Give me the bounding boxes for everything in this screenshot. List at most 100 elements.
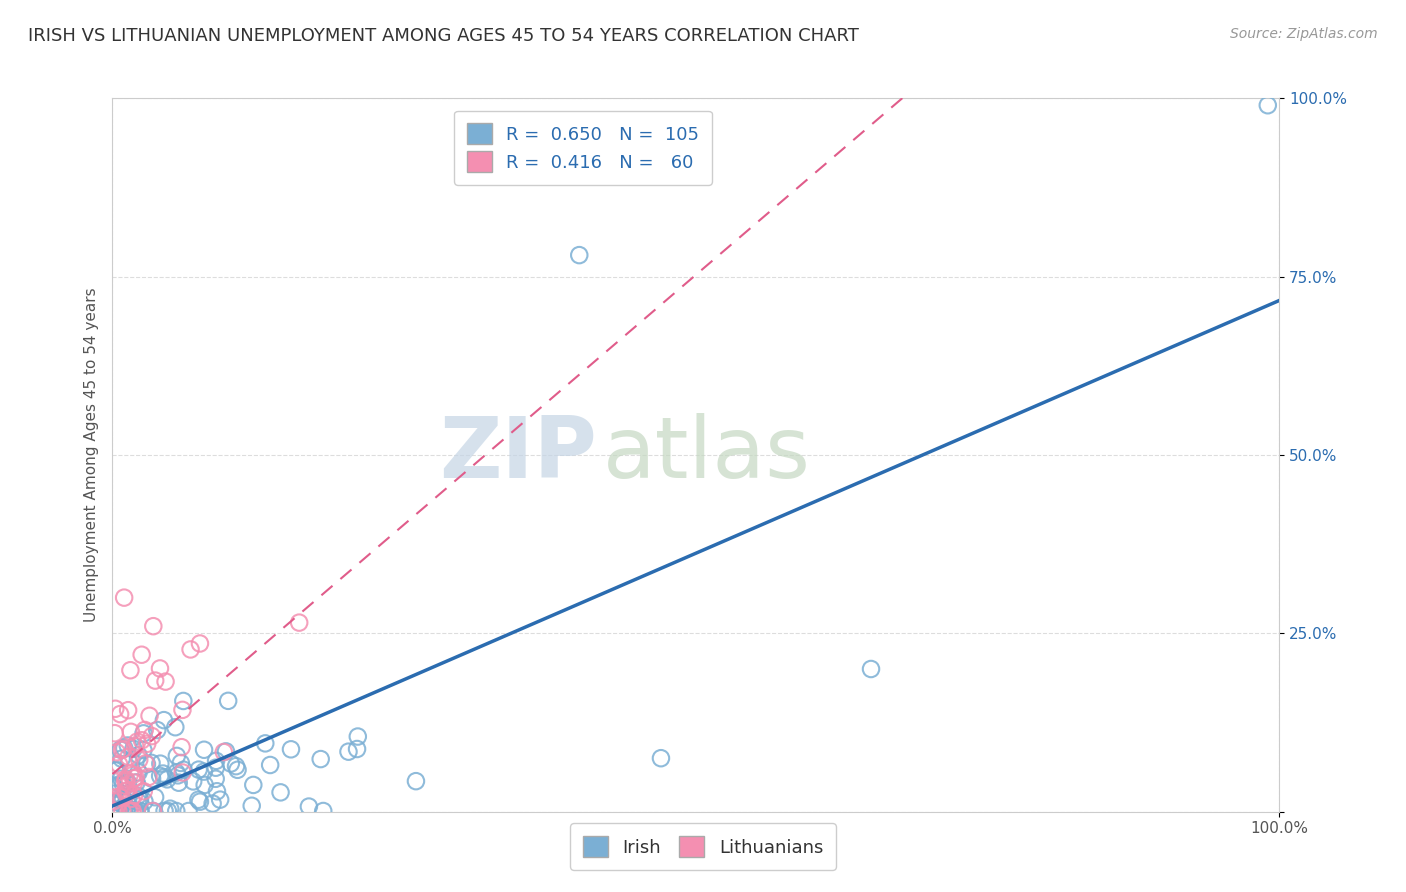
- Point: [165, 804, 187, 818]
- Point: [122, 771, 145, 785]
- Point: [188, 795, 211, 809]
- Point: [173, 763, 195, 777]
- Point: [298, 799, 321, 814]
- Point: [860, 662, 883, 676]
- Point: [124, 804, 146, 818]
- Point: [142, 804, 165, 818]
- Point: [124, 771, 146, 785]
- Point: [204, 772, 226, 786]
- Point: [193, 764, 215, 779]
- Point: [201, 797, 224, 811]
- Point: [270, 785, 292, 799]
- Point: [153, 713, 176, 727]
- Legend: R =  0.650   N =  105, R =  0.416   N =   60: R = 0.650 N = 105, R = 0.416 N = 60: [454, 111, 711, 185]
- Point: [194, 778, 217, 792]
- Point: [129, 804, 152, 818]
- Point: [159, 802, 181, 816]
- Point: [111, 792, 134, 806]
- Point: [127, 734, 149, 748]
- Point: [172, 703, 194, 717]
- Point: [129, 804, 152, 818]
- Point: [138, 708, 160, 723]
- Point: [117, 776, 139, 790]
- Point: [108, 804, 131, 818]
- Point: [108, 757, 131, 772]
- Text: IRISH VS LITHUANIAN UNEMPLOYMENT AMONG AGES 45 TO 54 YEARS CORRELATION CHART: IRISH VS LITHUANIAN UNEMPLOYMENT AMONG A…: [28, 27, 859, 45]
- Point: [117, 750, 139, 764]
- Point: [118, 756, 141, 770]
- Point: [104, 764, 127, 778]
- Point: [134, 794, 156, 808]
- Point: [152, 766, 174, 780]
- Point: [165, 720, 187, 734]
- Point: [120, 766, 142, 780]
- Point: [127, 795, 149, 809]
- Point: [108, 707, 131, 722]
- Point: [124, 739, 146, 753]
- Point: [217, 694, 239, 708]
- Point: [155, 674, 177, 689]
- Point: [346, 742, 368, 756]
- Point: [129, 792, 152, 806]
- Point: [110, 772, 132, 786]
- Point: [134, 723, 156, 737]
- Point: [118, 804, 141, 818]
- Point: [103, 794, 125, 808]
- Point: [128, 765, 150, 780]
- Point: [568, 248, 591, 262]
- Point: [143, 790, 166, 805]
- Point: [166, 748, 188, 763]
- Point: [131, 733, 153, 747]
- Point: [132, 784, 155, 798]
- Point: [105, 804, 128, 818]
- Point: [240, 798, 263, 813]
- Point: [115, 779, 138, 793]
- Point: [114, 774, 136, 789]
- Point: [122, 775, 145, 789]
- Point: [105, 804, 128, 818]
- Point: [153, 804, 176, 818]
- Point: [346, 730, 368, 744]
- Point: [225, 759, 247, 773]
- Point: [111, 804, 134, 818]
- Point: [121, 804, 143, 818]
- Point: [117, 783, 139, 797]
- Point: [193, 743, 215, 757]
- Legend: Irish, Lithuanians: Irish, Lithuanians: [569, 823, 837, 870]
- Point: [170, 756, 193, 770]
- Point: [110, 790, 132, 805]
- Point: [165, 765, 187, 780]
- Point: [141, 772, 163, 786]
- Point: [103, 803, 125, 817]
- Point: [112, 742, 135, 756]
- Point: [117, 789, 139, 804]
- Point: [115, 772, 138, 787]
- Point: [104, 804, 127, 818]
- Point: [120, 724, 142, 739]
- Point: [143, 673, 166, 688]
- Point: [156, 804, 179, 818]
- Point: [312, 804, 335, 818]
- Point: [204, 761, 226, 775]
- Point: [181, 774, 204, 789]
- Point: [110, 752, 132, 766]
- Point: [108, 789, 131, 804]
- Point: [104, 795, 127, 809]
- Point: [110, 742, 132, 756]
- Point: [226, 763, 249, 777]
- Point: [146, 723, 169, 737]
- Point: [105, 763, 128, 777]
- Point: [107, 804, 129, 818]
- Point: [111, 743, 134, 757]
- Point: [128, 753, 150, 767]
- Point: [254, 736, 277, 750]
- Point: [280, 742, 302, 756]
- Point: [112, 778, 135, 792]
- Point: [115, 787, 138, 801]
- Point: [103, 787, 125, 801]
- Point: [136, 737, 159, 751]
- Point: [405, 774, 427, 789]
- Point: [127, 789, 149, 803]
- Point: [259, 758, 281, 772]
- Point: [337, 745, 360, 759]
